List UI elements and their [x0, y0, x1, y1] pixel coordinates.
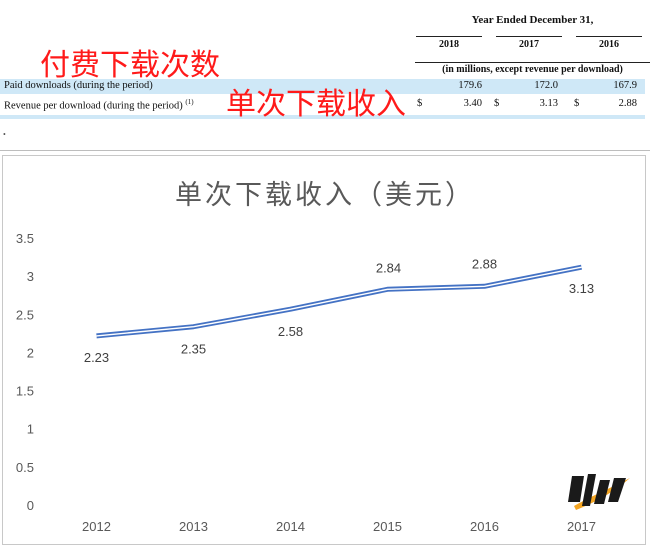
watermark-stroke: [594, 480, 610, 504]
x-tick-label: 2015: [373, 519, 402, 534]
units-note: (in millions, except revenue per downloa…: [415, 62, 650, 75]
table-row: [0, 79, 645, 94]
table-cell: 3.13: [539, 98, 558, 109]
year-header-2016: 2016: [576, 36, 642, 50]
year-header-2017: 2017: [496, 36, 562, 50]
x-tick-label: 2014: [276, 519, 305, 534]
data-label: 2.58: [278, 324, 303, 339]
table-cell: 172.0: [534, 80, 558, 91]
watermark-logo: [568, 474, 630, 510]
row-label-text: Revenue per download (during the period): [4, 100, 183, 112]
section-divider: [0, 150, 650, 151]
data-label: 2.84: [376, 260, 401, 275]
chart-frame: [2, 155, 646, 545]
table-cell: 2.88: [618, 98, 637, 109]
y-tick-label: 1: [27, 422, 34, 437]
data-label: 2.35: [181, 342, 206, 357]
annotation-revenue-per-download: 单次下载收入: [226, 87, 406, 122]
data-label: 3.13: [569, 281, 594, 296]
series-line-outer: [96, 264, 582, 339]
y-axis-ticks: 0 0.5 1 1.5 2 2.5 3 3.5: [16, 231, 34, 513]
currency-symbol: $: [494, 98, 500, 109]
table-period-header: Year Ended December 31,: [471, 14, 594, 26]
x-tick-label: 2013: [179, 519, 208, 534]
y-tick-label: 1.5: [16, 384, 34, 399]
x-axis-ticks: 2012 2013 2014 2015 2016 2017: [82, 519, 596, 534]
watermark-stroke: [608, 478, 626, 502]
x-tick-label: 2017: [567, 519, 596, 534]
table-cell: 167.9: [613, 80, 637, 91]
chart-title: 单次下载收入（美元）: [175, 180, 475, 211]
year-header-2018: 2018: [416, 36, 482, 50]
row-label-revenue-per-download: Revenue per download (during the period)…: [4, 98, 194, 112]
y-tick-label: 0.5: [16, 460, 34, 475]
y-tick-label: 0: [27, 498, 34, 513]
watermark-stroke: [582, 474, 596, 506]
annotation-paid-downloads: 付费下载次数: [40, 48, 220, 83]
currency-symbol: $: [574, 98, 580, 109]
footnote-marker: (1): [185, 98, 194, 106]
y-tick-label: 3: [27, 269, 34, 284]
watermark-stroke: [568, 476, 584, 502]
table-cell: 179.6: [458, 80, 482, 91]
x-tick-label: 2016: [470, 519, 499, 534]
y-tick-label: 3.5: [16, 231, 34, 246]
row-band-bottom: [0, 115, 645, 119]
data-label: 2.23: [84, 350, 109, 365]
y-tick-label: 2.5: [16, 307, 34, 322]
data-labels: 2.23 2.35 2.58 2.84 2.88 3.13: [84, 256, 594, 365]
financial-table: Year Ended December 31, 2018 2017 2016 (…: [0, 0, 650, 150]
y-tick-label: 2: [27, 345, 34, 360]
series-line: [96, 264, 582, 339]
bullet-mark: •: [3, 130, 6, 139]
row-label-paid-downloads: Paid downloads (during the period): [4, 80, 153, 91]
x-tick-label: 2012: [82, 519, 111, 534]
table-cell: 3.40: [463, 98, 482, 109]
currency-symbol: $: [417, 98, 423, 109]
data-label: 2.88: [472, 256, 497, 271]
series-line-inner: [96, 266, 582, 337]
